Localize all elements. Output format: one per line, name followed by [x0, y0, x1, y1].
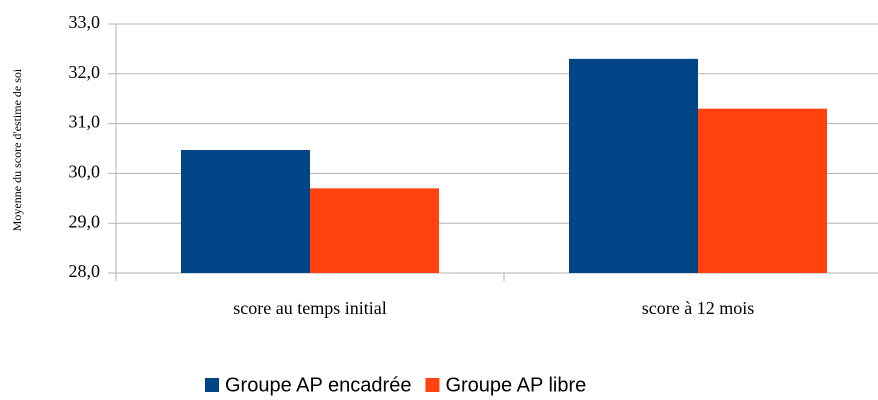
y-tick-label: 31,0	[69, 112, 101, 132]
x-tick-label: score à 12 mois	[642, 298, 754, 318]
y-tick-label: 30,0	[69, 162, 101, 182]
y-axis-title: Moyenne du score d'estime de soi	[10, 68, 24, 231]
bar	[698, 108, 827, 273]
y-tick-label: 33,0	[69, 12, 101, 32]
bar	[310, 188, 439, 273]
bar	[181, 149, 310, 273]
y-tick-label: 32,0	[69, 62, 101, 82]
legend-label: Groupe AP libre	[445, 374, 586, 396]
y-tick-label: 29,0	[69, 211, 101, 231]
legend-label: Groupe AP encadrée	[225, 374, 411, 396]
legend-swatch	[425, 378, 440, 392]
y-tick-label: 28,0	[69, 261, 101, 281]
legend-swatch	[205, 378, 219, 392]
bar	[569, 58, 698, 273]
x-tick-label: score au temps initial	[233, 298, 386, 318]
